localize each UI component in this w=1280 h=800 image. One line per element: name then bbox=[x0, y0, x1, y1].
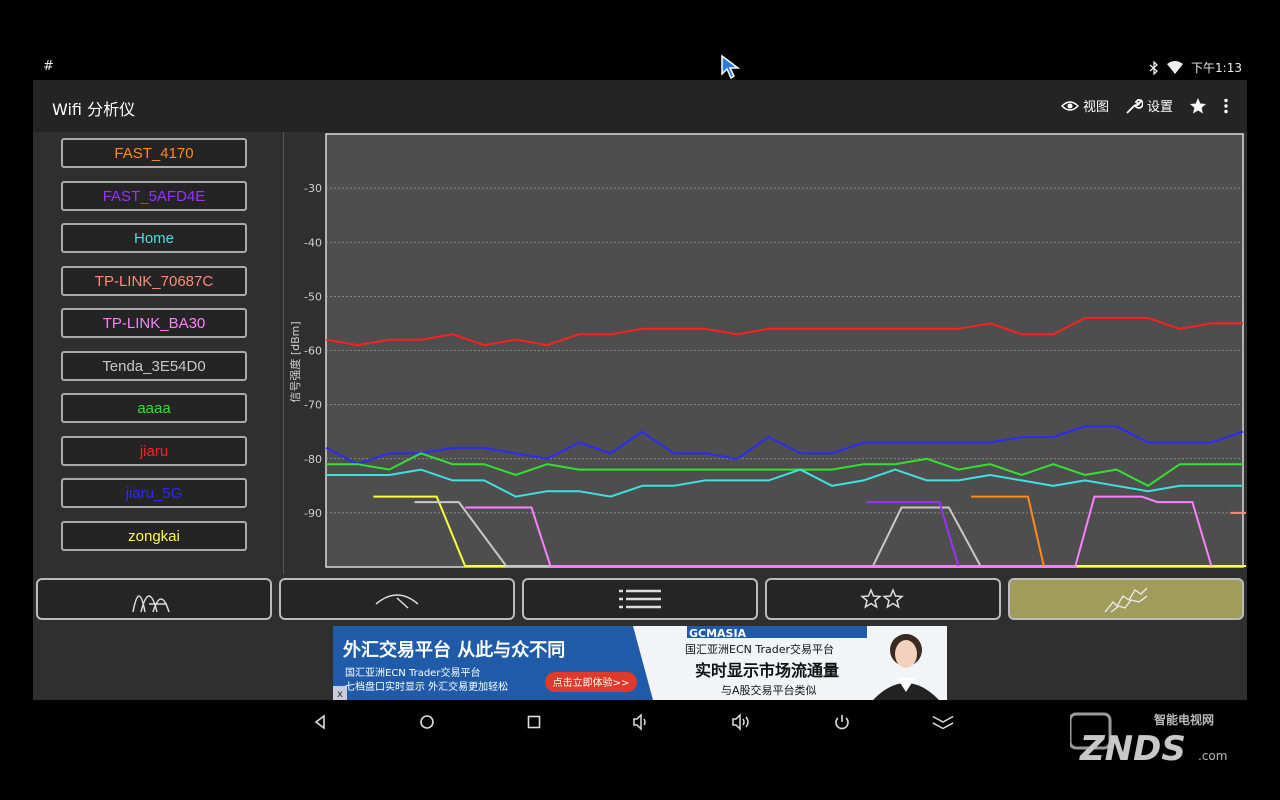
ad-line1: 国汇亚洲ECN Trader交易平台 bbox=[345, 666, 480, 679]
collapse-icon bbox=[932, 715, 954, 730]
watermark-main: ZNDS bbox=[1079, 729, 1186, 769]
signal-time-graph: -30 -40 -50 -60 -70 -80 -90 信号强度 [dBm] bbox=[288, 133, 1246, 568]
ad-headline: 外汇交易平台 从此与众不同 bbox=[343, 639, 565, 661]
app-title: Wifi 分析仪 bbox=[52, 100, 136, 119]
ad-cta-button[interactable] bbox=[545, 672, 637, 692]
watermark-suffix: .com bbox=[1198, 749, 1227, 763]
network-button[interactable]: jiaru_5G bbox=[61, 478, 247, 508]
power-icon bbox=[835, 715, 849, 730]
mouse-cursor-icon bbox=[721, 54, 741, 80]
ad-cta-label: 点击立即体验>> bbox=[553, 676, 630, 689]
ad-person-image bbox=[873, 634, 939, 700]
stars-icon bbox=[860, 588, 904, 609]
network-button[interactable]: Tenda_3E54D0 bbox=[61, 351, 247, 381]
y-tick-label: -90 bbox=[304, 507, 322, 520]
time-graph-icon bbox=[1104, 587, 1148, 613]
channel-graph-icon bbox=[132, 595, 170, 613]
series-line-fast-5afd4e bbox=[866, 501, 960, 567]
volume-down-button[interactable] bbox=[628, 710, 652, 734]
network-button[interactable]: jiaru bbox=[61, 436, 247, 466]
ad-right-title: 国汇亚洲ECN Trader交易平台 bbox=[685, 642, 834, 656]
settings-button[interactable]: 设置 bbox=[1125, 96, 1173, 115]
series-line-aaaa bbox=[326, 452, 1243, 487]
volume-down-icon bbox=[633, 713, 646, 731]
bluetooth-icon bbox=[1149, 60, 1159, 75]
tab-ap-list[interactable] bbox=[522, 578, 758, 620]
clock: 下午1:13 bbox=[1191, 61, 1242, 75]
y-tick-label: -60 bbox=[304, 345, 322, 358]
watermark-top: 智能电视网 bbox=[1153, 712, 1214, 727]
network-button[interactable]: TP-LINK_70687C bbox=[61, 266, 247, 296]
volume-up-button[interactable] bbox=[729, 710, 753, 734]
wifi-icon bbox=[1167, 61, 1184, 74]
series-line-jiaru bbox=[325, 317, 1243, 347]
y-axis-label: 信号强度 [dBm] bbox=[288, 321, 302, 402]
ad-right-sub: 与A股交易平台类似 bbox=[721, 683, 817, 697]
star-icon[interactable] bbox=[1189, 97, 1207, 115]
system-nav-bar bbox=[0, 700, 1280, 744]
tab-signal-meter[interactable] bbox=[279, 578, 515, 620]
overflow-menu-icon[interactable] bbox=[1223, 98, 1229, 114]
tab-time-graph[interactable] bbox=[1008, 578, 1244, 620]
series-line-jiaru-5g bbox=[325, 425, 1244, 466]
tv-logo-icon bbox=[1070, 712, 1112, 750]
view-tabs bbox=[33, 578, 1247, 622]
collapse-button[interactable] bbox=[931, 710, 955, 734]
signal-meter-icon bbox=[375, 594, 419, 609]
tab-channel-graph[interactable] bbox=[36, 578, 272, 620]
ad-close-button[interactable] bbox=[333, 686, 347, 700]
power-button[interactable] bbox=[830, 710, 854, 734]
wrench-icon bbox=[1126, 98, 1143, 114]
series-line-tp-link-ba30 bbox=[465, 495, 1213, 567]
view-label: 视图 bbox=[1082, 100, 1109, 115]
y-tick-label: -70 bbox=[304, 399, 322, 412]
back-icon bbox=[314, 714, 325, 730]
recents-icon bbox=[527, 715, 541, 729]
network-button[interactable]: TP-LINK_BA30 bbox=[61, 308, 247, 338]
recents-button[interactable] bbox=[522, 710, 546, 734]
status-hash: # bbox=[43, 59, 54, 74]
series-line-fast-4170 bbox=[971, 495, 1045, 567]
list-icon bbox=[619, 589, 661, 609]
volume-up-icon bbox=[732, 713, 749, 731]
ad-close-label: x bbox=[337, 689, 343, 700]
ad-brand: GCMASIA bbox=[689, 627, 747, 640]
tab-channel-rating[interactable] bbox=[765, 578, 1001, 620]
y-tick-label: -50 bbox=[304, 290, 322, 303]
home-icon bbox=[420, 715, 434, 729]
network-button[interactable]: FAST_4170 bbox=[61, 138, 247, 168]
ad-line2: 七档盘口实时显示 外汇交易更加轻松 bbox=[345, 680, 508, 693]
znds-watermark: 智能电视网 ZNDS .com bbox=[1070, 712, 1227, 769]
network-button[interactable]: aaaa bbox=[61, 393, 247, 423]
eye-icon bbox=[1060, 100, 1079, 111]
home-button[interactable] bbox=[415, 710, 439, 734]
ad-right-big: 实时显示市场流通量 bbox=[695, 661, 839, 680]
network-button[interactable]: zongkai bbox=[61, 521, 247, 551]
ad-banner[interactable]: 外汇交易平台 从此与众不同 国汇亚洲ECN Trader交易平台 七档盘口实时显… bbox=[333, 626, 947, 700]
view-button[interactable]: 视图 bbox=[1060, 96, 1109, 115]
network-button[interactable]: FAST_5AFD4E bbox=[61, 181, 247, 211]
status-bar: # 下午1:13 bbox=[0, 54, 1280, 80]
back-button[interactable] bbox=[308, 710, 332, 734]
y-tick-label: -40 bbox=[304, 236, 322, 249]
y-tick-label: -30 bbox=[304, 182, 322, 195]
y-tick-label: -80 bbox=[304, 453, 322, 466]
action-bar: Wifi 分析仪 视图 设置 bbox=[33, 80, 1247, 132]
settings-label: 设置 bbox=[1146, 100, 1173, 115]
network-button[interactable]: Home bbox=[61, 223, 247, 253]
series-line-home bbox=[326, 468, 1243, 498]
network-list: FAST_4170 FAST_5AFD4E Home TP-LINK_70687… bbox=[33, 132, 284, 574]
wifi-analyzer-app: Wifi 分析仪 视图 设置 FAST_4170 FAST_5AFD4E Hom… bbox=[33, 80, 1247, 700]
